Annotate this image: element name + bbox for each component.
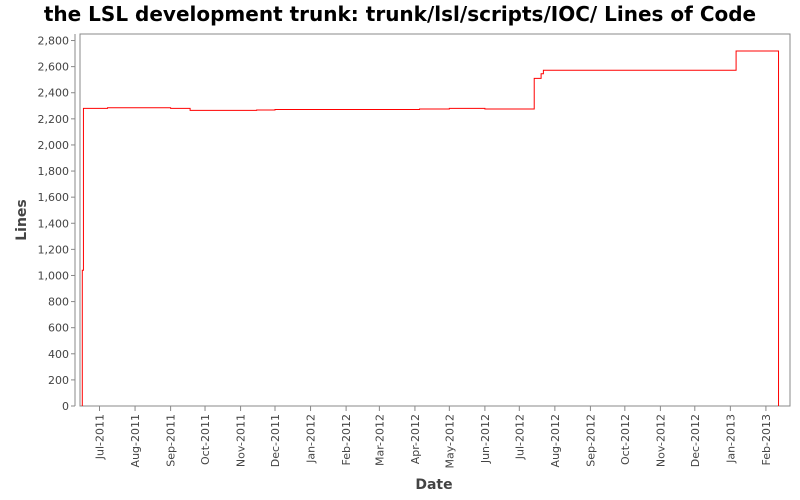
x-tick-label: Jul-2012 [513,414,526,460]
x-tick-label: Jul-2011 [93,414,106,460]
x-tick-label: Aug-2011 [129,414,142,467]
x-tick-label: Oct-2012 [619,414,632,465]
y-tick-label: 1,800 [38,165,70,178]
y-tick-label: 1,000 [38,269,70,282]
x-tick-label: Oct-2011 [199,414,212,465]
x-tick-label: Jan-2013 [724,414,737,464]
x-tick-label: Jan-2012 [305,414,318,464]
y-tick-label: 2,800 [38,35,70,48]
x-tick-label: Dec-2012 [689,414,702,467]
x-tick-label: Sep-2012 [584,414,597,467]
y-axis-ticks: 0 200 400 600 800 1,000 1,200 1,400 1,600 1,800 2,… [38,35,75,413]
y-tick-label: 1,200 [38,243,70,256]
x-tick-label: Nov-2012 [654,414,667,467]
y-axis-title: Lines [14,199,30,241]
series-line [81,50,780,406]
y-tick-label: 1,400 [38,217,70,230]
x-tick-label: Dec-2011 [269,414,282,467]
x-tick-label: Feb-2013 [760,414,773,465]
x-tick-label: Mar-2012 [373,414,386,466]
y-tick-label: 2,000 [38,139,70,152]
y-tick-label: 2,200 [38,113,70,126]
y-tick-label: 400 [48,348,69,361]
x-tick-label: Jun-2012 [479,414,492,464]
x-tick-label: Feb-2012 [340,414,353,465]
x-tick-label: Apr-2012 [409,414,422,464]
x-axis-title: Date [415,477,452,493]
chart-title: the LSL development trunk: trunk/lsl/scr… [43,2,757,26]
x-tick-label: May-2012 [443,414,456,469]
y-tick-label: 0 [62,400,69,413]
x-tick-label: Aug-2012 [549,414,562,467]
x-tick-label: Nov-2011 [235,414,248,467]
plot-area [79,33,791,407]
y-tick-label: 1,600 [38,191,70,204]
y-tick-label: 2,600 [38,61,70,74]
y-tick-label: 200 [48,374,69,387]
y-tick-label: 800 [48,296,69,309]
x-tick-label: Sep-2011 [165,414,178,467]
x-axis-ticks: Jul-2011 Aug-2011 Sep-2011 Oct-2011 Nov-2011… [93,406,773,469]
y-tick-label: 600 [48,322,69,335]
y-tick-label: 2,400 [38,87,70,100]
